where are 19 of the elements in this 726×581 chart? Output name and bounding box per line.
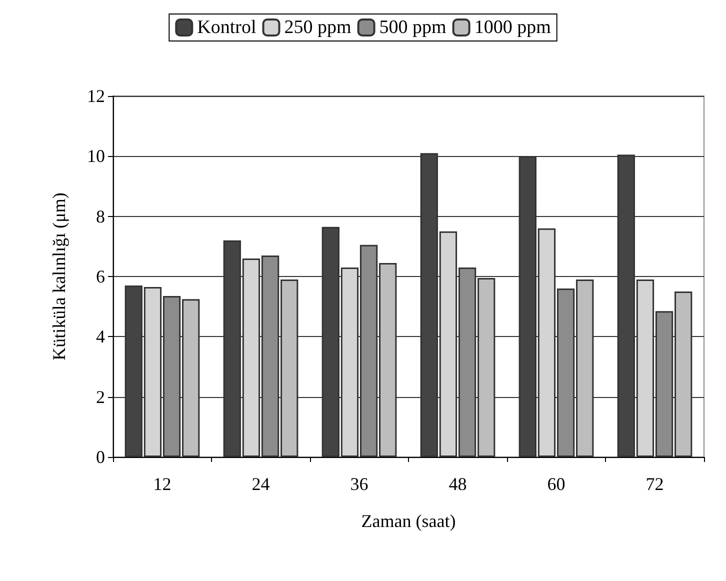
y-tick-label: 6 [96, 266, 105, 286]
y-tick-label: 4 [96, 326, 105, 347]
y-tick-label: 8 [96, 206, 105, 226]
y-axis-title: Kütiküla kalınlığı (μm) [49, 192, 69, 360]
y-tick-label: 10 [87, 146, 105, 166]
y-tick-label: 12 [87, 86, 105, 106]
x-axis-title: Zaman (saat) [361, 511, 456, 531]
legend-label: 250 ppm [284, 17, 352, 38]
legend-label: 500 ppm [379, 17, 447, 38]
x-tick-label: 12 [153, 474, 172, 494]
legend-label: Kontrol [197, 17, 256, 38]
x-tick-label: 48 [448, 474, 467, 494]
x-tick-label: 72 [646, 474, 664, 494]
x-tick-label: 24 [252, 474, 270, 494]
x-tick-label: 36 [350, 474, 368, 494]
x-tick-label: 60 [547, 474, 566, 494]
y-tick-label: 0 [96, 447, 105, 467]
legend-label: 1000 ppm [474, 17, 552, 38]
y-tick-label: 2 [96, 386, 105, 407]
